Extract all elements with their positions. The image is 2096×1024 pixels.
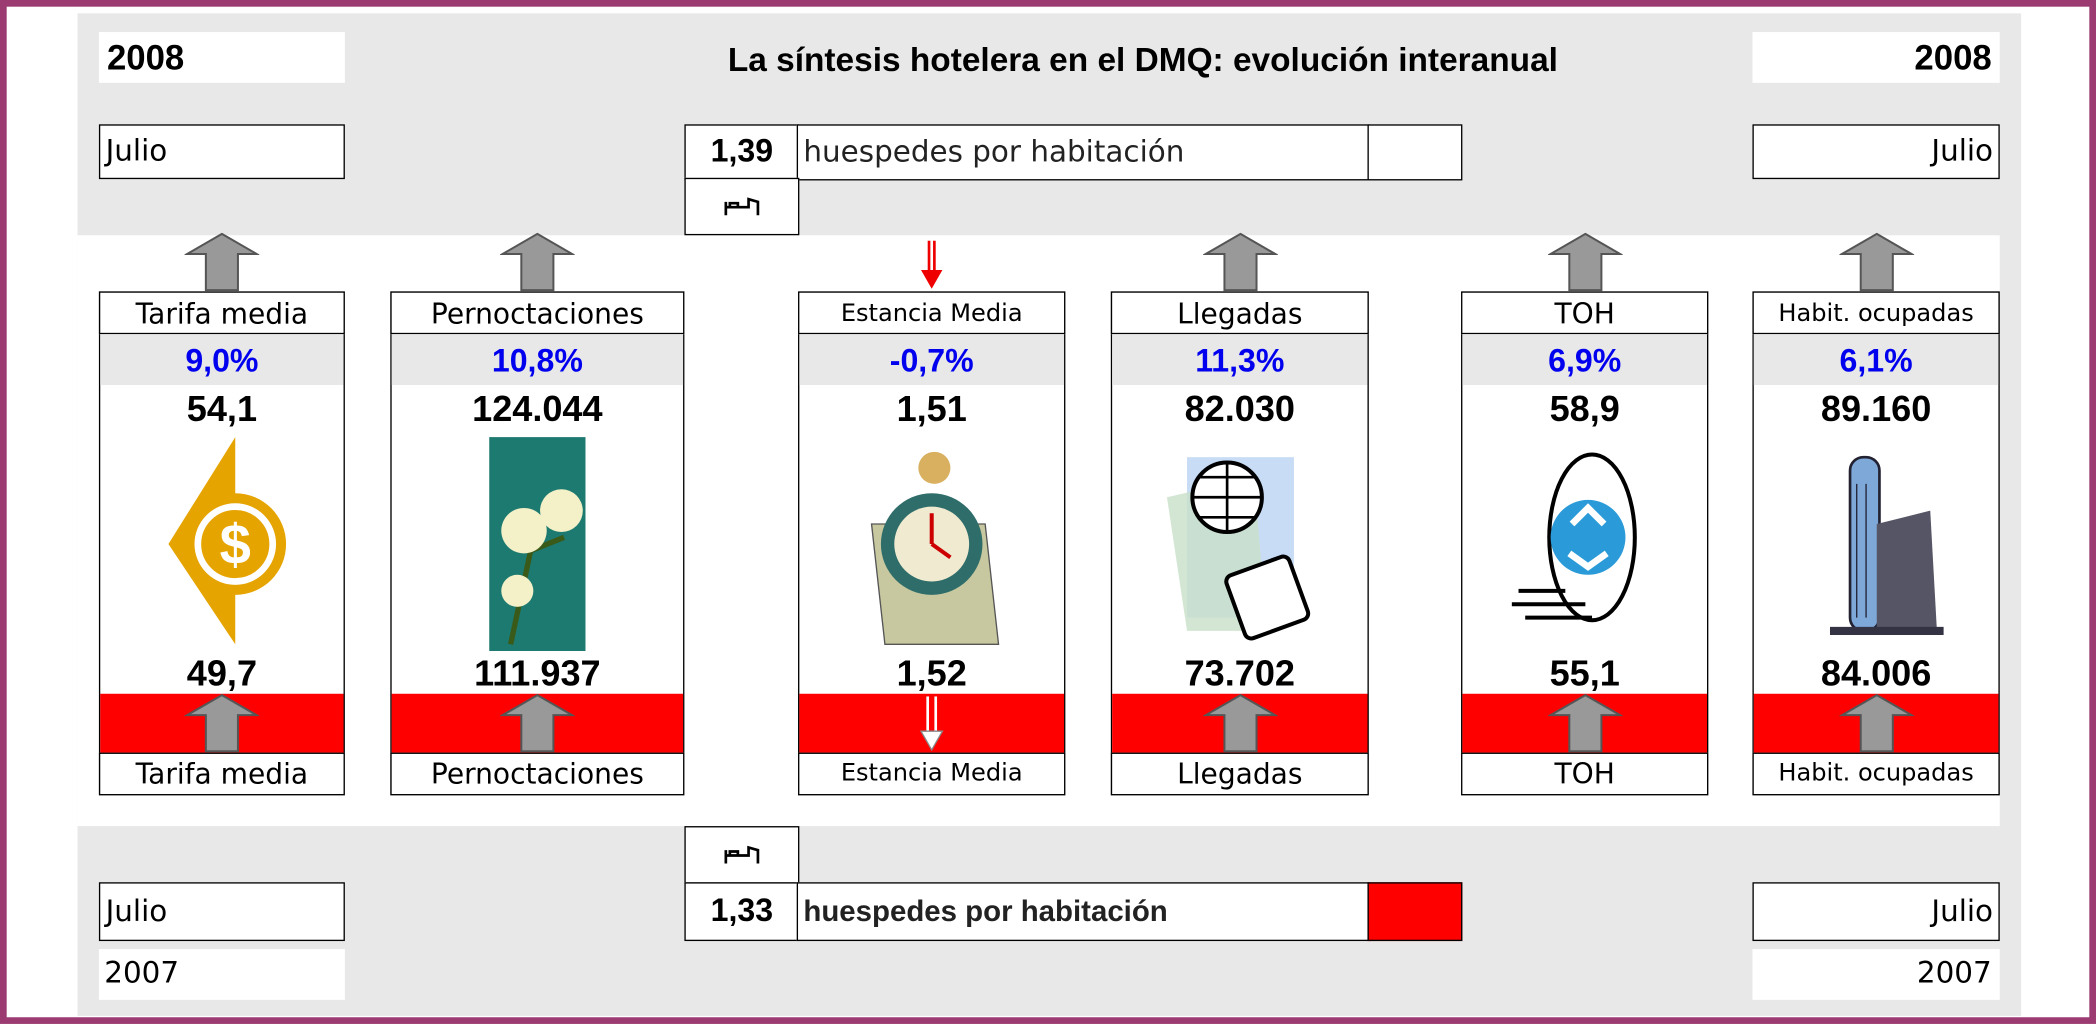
month: Julio [99,882,345,941]
month: Julio [1752,882,1999,941]
title: La síntesis hotelera en el DMQ: evolució… [575,35,1711,86]
metric-name: Estancia Media [798,753,1065,796]
value-2007: 55,1 [1461,650,1708,695]
up-arrow [1547,694,1622,753]
metric-name: Llegadas [1111,753,1369,796]
year: 2007 [99,949,345,1000]
indicator-box [1367,882,1462,941]
metric-name: Estancia Media [798,291,1065,334]
guests-value: 1,33 [684,882,799,941]
up-arrow [184,233,259,292]
metric-name: Tarifa media [99,291,345,334]
metric-name: TOH [1461,291,1708,334]
value-2008: 1,51 [798,385,1065,433]
value-2007: 73.702 [1111,650,1369,695]
value-2008: 58,9 [1461,385,1708,433]
metric-name: Habit. ocupadas [1752,753,1999,796]
change: 9,0% [100,334,343,385]
guests-label: huespedes por habitación [797,882,1370,941]
metric-name: Llegadas [1111,291,1369,334]
value-2007: 49,7 [99,650,345,695]
icon [1504,430,1664,657]
value-2008: 82.030 [1111,385,1369,433]
up-arrow [500,694,575,753]
icon [457,430,617,657]
dashboard: 2008 2008 La síntesis hotelera en el DMQ… [0,0,2096,1024]
metric-name: Pernoctaciones [390,291,684,334]
value-2008: 89.160 [1752,385,1999,433]
up-arrow [1202,694,1277,753]
up-arrow [500,233,575,292]
guests-value: 1,39 [684,124,799,180]
metric-name: TOH [1461,753,1708,796]
up-arrow [1839,233,1914,292]
change: 10,8% [392,334,683,385]
year: 2007 [1752,949,1999,1000]
change: 6,9% [1462,334,1707,385]
change: 11,3% [1112,334,1367,385]
metric-name: Tarifa media [99,753,345,796]
icon [851,430,1011,657]
svg-text:$: $ [220,513,251,576]
value-2007: 1,52 [798,650,1065,695]
value-2007: 111.937 [390,650,684,695]
value-2008: 54,1 [99,385,345,433]
bed-icon [684,178,799,235]
month: Julio [1752,124,1999,179]
change: -0,7% [799,334,1064,385]
value-2007: 84.006 [1752,650,1999,695]
year: 2008 [1752,32,1999,83]
down-arrow [918,696,945,752]
up-arrow [184,694,259,753]
icon [1796,430,1956,657]
bed-icon [684,826,799,883]
year: 2008 [99,32,345,83]
metric-name: Habit. ocupadas [1752,291,1999,334]
down-arrow [918,241,945,292]
guests-label: huespedes por habitación [797,124,1370,180]
icon [1160,430,1320,657]
icon: $ [142,430,302,657]
up-arrow [1547,233,1622,292]
up-arrow [1839,694,1914,753]
change: 6,1% [1754,334,1999,385]
value-2008: 124.044 [390,385,684,433]
indicator-box [1367,124,1462,180]
month: Julio [99,124,345,179]
up-arrow [1202,233,1277,292]
metric-name: Pernoctaciones [390,753,684,796]
